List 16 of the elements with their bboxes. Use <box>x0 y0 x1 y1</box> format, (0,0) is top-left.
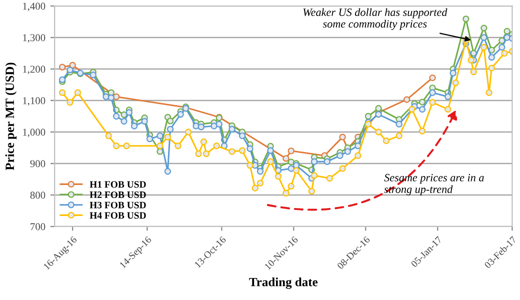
y-tick-label: 800 <box>30 192 46 199</box>
annotation: Sesame prices are in a strong up-trend <box>384 174 484 196</box>
y-tick-label: 1,400 <box>23 2 46 12</box>
legend-label: H4 FOB USD <box>90 212 146 219</box>
legend-label: H1 FOB USD <box>90 181 146 188</box>
y-tick-label: 1,000 <box>23 128 46 138</box>
x-axis-title: Trading date <box>249 277 318 289</box>
legend-label: H3 FOB USD <box>90 202 146 208</box>
y-tick-label: 1,200 <box>23 66 46 74</box>
y-tick-label: 900 <box>30 160 46 168</box>
legend-label: H2 FOB USD <box>90 191 146 198</box>
annotation: Weaker US dollar has supported some commodity prices <box>303 8 448 30</box>
y-axis-title: Price per MT (USD) <box>5 62 17 170</box>
y-tick-label: 1,300 <box>23 34 46 43</box>
y-tick-label: 700 <box>30 223 46 230</box>
y-tick-label: 1,100 <box>23 97 46 106</box>
